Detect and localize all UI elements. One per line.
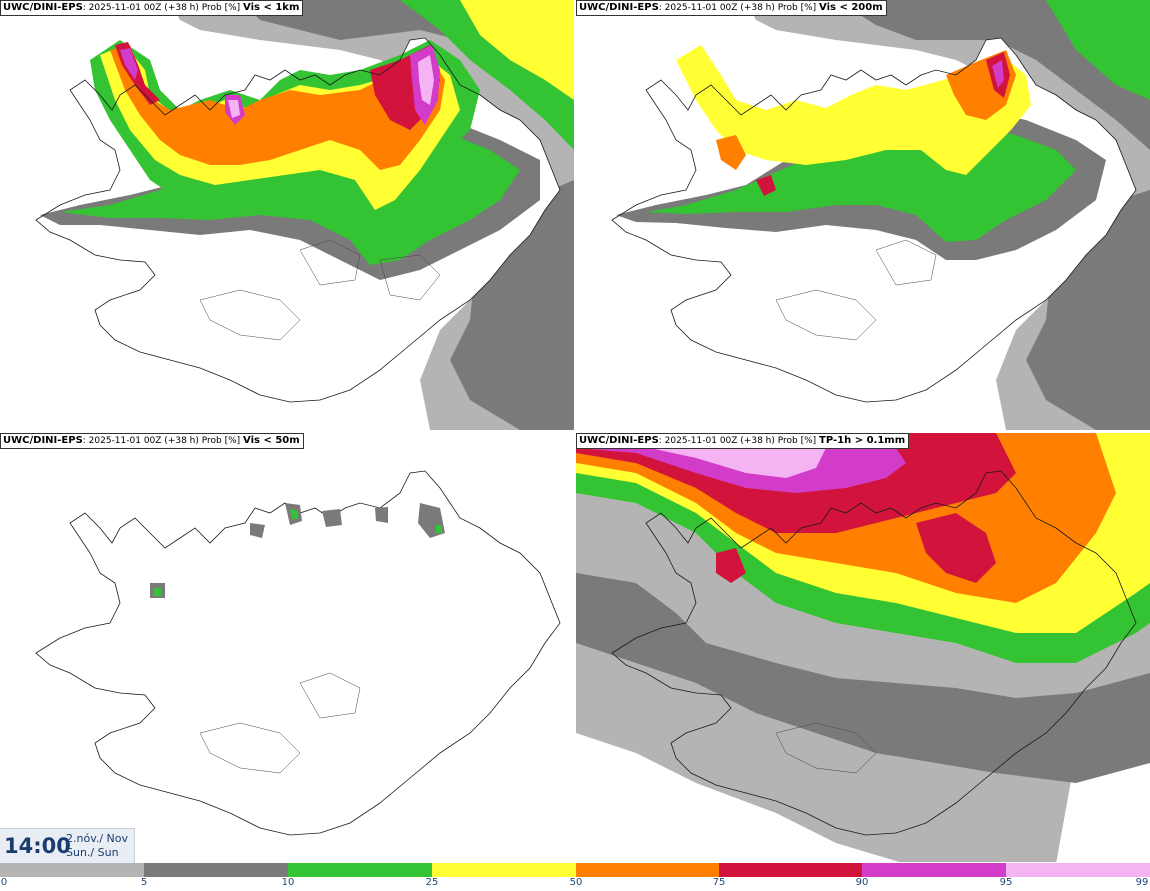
run-info: : 2025-11-01 00Z (+38 h) Prob [%] xyxy=(658,3,817,13)
model-name: UWC/DINI-EPS xyxy=(579,435,659,446)
variable-name: Vis < 200m xyxy=(819,2,883,13)
run-info: : 2025-11-01 00Z (+38 h) Prob [%] xyxy=(82,3,241,13)
valid-time: 14:00 xyxy=(4,834,71,858)
colorbar-seg-5 xyxy=(719,863,862,877)
panel-title: UWC/DINI-EPS: 2025-11-01 00Z (+38 h) Pro… xyxy=(0,0,304,16)
map-panel-vis-50m: UWC/DINI-EPS: 2025-11-01 00Z (+38 h) Pro… xyxy=(0,433,574,864)
colorbar: 0 5 10 25 50 75 90 95 99 xyxy=(0,862,1150,891)
valid-date-line1: 2.nóv./ Nov xyxy=(66,832,129,845)
valid-date-line2: Sun./ Sun xyxy=(66,846,119,859)
model-name: UWC/DINI-EPS xyxy=(579,2,659,13)
valid-date: 2.nóv./ Nov Sun./ Sun xyxy=(66,832,128,860)
colorbar-seg-3 xyxy=(432,863,576,877)
map-tp-1h xyxy=(576,433,1150,864)
colorbar-label: 50 xyxy=(569,877,583,888)
map-vis-1km xyxy=(35,0,574,430)
colorbar-seg-2 xyxy=(288,863,432,877)
colorbar-label: 99 xyxy=(1135,877,1149,888)
variable-name: Vis < 1km xyxy=(243,2,300,13)
panel-title: UWC/DINI-EPS: 2025-11-01 00Z (+38 h) Pro… xyxy=(576,433,910,449)
colorbar-seg-0 xyxy=(0,863,144,877)
colorbar-label: 75 xyxy=(712,877,726,888)
model-name: UWC/DINI-EPS xyxy=(3,435,83,446)
variable-name: Vis < 50m xyxy=(243,435,300,446)
map-panel-vis-1km: UWC/DINI-EPS: 2025-11-01 00Z (+38 h) Pro… xyxy=(0,0,574,431)
colorbar-seg-6 xyxy=(862,863,1006,877)
colorbar-label: 10 xyxy=(281,877,295,888)
colorbar-label: 5 xyxy=(140,877,148,888)
colorbar-label: 0 xyxy=(0,877,8,888)
panel-title: UWC/DINI-EPS: 2025-11-01 00Z (+38 h) Pro… xyxy=(0,433,304,449)
model-name: UWC/DINI-EPS xyxy=(3,2,83,13)
map-panel-vis-200m: UWC/DINI-EPS: 2025-11-01 00Z (+38 h) Pro… xyxy=(576,0,1150,431)
colorbar-seg-7 xyxy=(1006,863,1150,877)
colorbar-label: 95 xyxy=(999,877,1013,888)
colorbar-seg-1 xyxy=(144,863,288,877)
panel-title: UWC/DINI-EPS: 2025-11-01 00Z (+38 h) Pro… xyxy=(576,0,887,16)
run-info: : 2025-11-01 00Z (+38 h) Prob [%] xyxy=(82,436,241,446)
colorbar-label: 90 xyxy=(855,877,869,888)
colorbar-label: 25 xyxy=(425,877,439,888)
run-info: : 2025-11-01 00Z (+38 h) Prob [%] xyxy=(658,436,817,446)
map-panel-tp-1h: UWC/DINI-EPS: 2025-11-01 00Z (+38 h) Pro… xyxy=(576,433,1150,864)
map-vis-200m xyxy=(611,0,1150,430)
valid-time-box: 14:00 2.nóv./ Nov Sun./ Sun xyxy=(0,828,135,863)
map-vis-50m xyxy=(35,470,561,836)
variable-name: TP-1h > 0.1mm xyxy=(819,435,906,446)
colorbar-seg-4 xyxy=(576,863,719,877)
